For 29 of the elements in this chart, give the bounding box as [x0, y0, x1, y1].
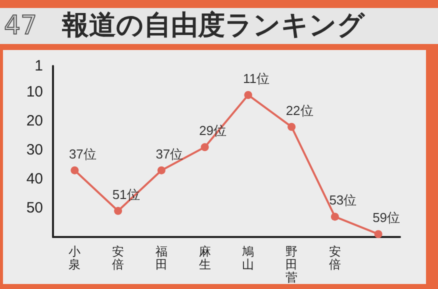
point: [330, 212, 339, 221]
data-label: 53位: [329, 192, 357, 208]
data-label: 37位: [156, 146, 184, 162]
x-tick-label: 福田: [155, 244, 168, 272]
data-label: 11位: [242, 70, 270, 86]
point: [114, 206, 122, 215]
point: [288, 122, 296, 131]
x-tick-label: 麻生: [198, 244, 211, 272]
point: [157, 166, 166, 174]
point: [374, 230, 382, 238]
point: [70, 166, 79, 174]
x-tick-label: 小泉: [68, 244, 81, 272]
y-tick-label: 10: [26, 84, 43, 101]
data-label: 22位: [286, 102, 314, 118]
data-label: 37位: [68, 146, 96, 162]
data-label: 59位: [372, 210, 400, 226]
point: [200, 143, 209, 152]
y-tick-label: 30: [26, 142, 43, 159]
text: 47: [4, 10, 38, 43]
x-tick-label: 安倍: [328, 244, 341, 272]
x-tick-label: 野田菅: [286, 244, 298, 284]
x-tick-label: 安倍: [112, 244, 124, 272]
y-tick-label: 50: [26, 200, 43, 217]
x-tick-label: 鳩山: [242, 244, 254, 272]
point: [244, 90, 252, 99]
y-tick-label: 20: [26, 112, 43, 130]
y-tick-label: 40: [26, 170, 43, 188]
y-tick-label: 1: [34, 58, 43, 74]
chart-title: 報道の自由度ランキング: [62, 9, 365, 43]
